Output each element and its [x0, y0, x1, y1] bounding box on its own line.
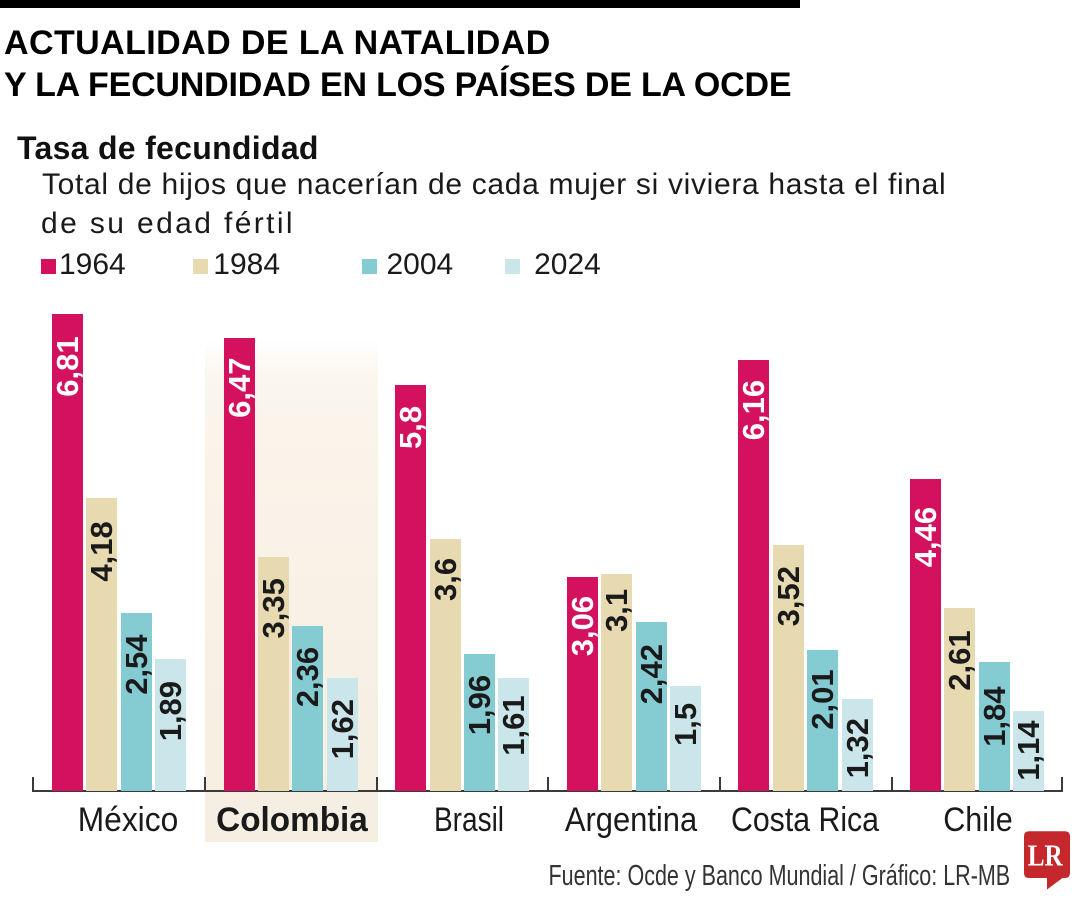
svg-text:LR: LR	[1028, 838, 1063, 873]
